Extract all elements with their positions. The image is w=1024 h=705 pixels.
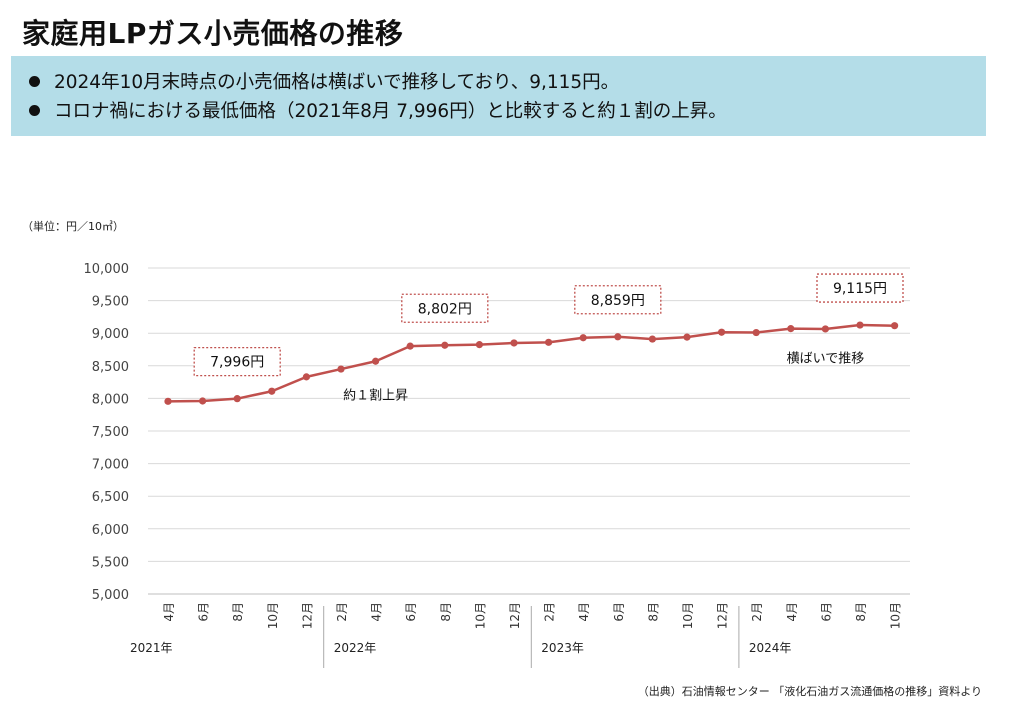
bullet-dot-icon — [29, 75, 40, 87]
x-tick-label: 2月 — [543, 602, 557, 622]
data-point — [268, 387, 276, 395]
data-point — [510, 339, 518, 347]
x-tick-label: 12月 — [300, 602, 314, 629]
data-point — [164, 397, 172, 405]
y-tick-label: 7,500 — [92, 425, 129, 440]
x-tick-label: 12月 — [716, 602, 730, 629]
summary-box: 2024年10月末時点の小売価格は横ばいで推移しており、9,115円。 コロナ禍… — [11, 56, 986, 136]
data-point — [302, 373, 310, 381]
data-point — [821, 325, 830, 333]
data-point — [648, 335, 657, 343]
x-tick-label: 8月 — [646, 602, 660, 622]
x-tick-label: 6月 — [404, 602, 418, 622]
y-tick-label: 9,500 — [92, 295, 129, 310]
x-tick-label: 6月 — [197, 602, 211, 622]
source-note: （出典）石油情報センター 「液化石油ガス流通価格の推移」資料より — [637, 685, 982, 698]
x-tick-label: 4月 — [370, 602, 384, 622]
year-label: 2021年 — [130, 641, 173, 655]
x-tick-label: 8月 — [231, 602, 245, 622]
x-tick-label: 8月 — [439, 602, 453, 622]
data-point — [891, 322, 899, 330]
data-point — [683, 333, 691, 341]
x-tick-label: 10月 — [889, 602, 903, 629]
y-tick-label: 5,500 — [92, 555, 129, 570]
data-point — [337, 365, 345, 373]
data-point — [614, 333, 622, 341]
y-tick-label: 9,000 — [92, 327, 129, 342]
y-tick-label: 8,000 — [92, 392, 129, 407]
summary-bullet-text: 2024年10月末時点の小売価格は横ばいで推移しており、9,115円。 — [54, 72, 620, 93]
x-tick-label: 2月 — [335, 602, 349, 622]
data-point — [406, 342, 414, 350]
bullet-dot-icon — [29, 104, 40, 116]
value-callout-label: 8,802円 — [418, 301, 472, 317]
value-callout-box — [193, 347, 281, 377]
data-point — [233, 395, 241, 403]
x-tick-label: 12月 — [508, 602, 522, 629]
value-callout-label: 7,996円 — [210, 355, 264, 371]
y-tick-label: 5,000 — [92, 588, 129, 603]
y-tick-label: 8,500 — [92, 360, 129, 375]
page-title: 家庭用LPガス小売価格の推移 — [22, 17, 404, 50]
year-label: 2024年 — [749, 641, 792, 655]
data-point — [752, 328, 760, 337]
x-tick-label: 8月 — [854, 602, 868, 622]
value-callout-box — [401, 293, 489, 323]
data-point — [545, 338, 553, 346]
value-callout-box — [574, 285, 662, 315]
x-tick-label: 2月 — [750, 602, 764, 622]
x-tick-label: 4月 — [577, 602, 591, 622]
chart-annotation: 約１割上昇 — [343, 388, 408, 404]
unit-label: （単位：円／10㎥） — [22, 219, 124, 233]
summary-bullet-text: コロナ禍における最低価格（2021年8月 7,996円）と比較すると約１割の上昇… — [54, 101, 727, 122]
x-tick-label: 4月 — [162, 602, 176, 622]
summary-bullet: 2024年10月末時点の小売価格は横ばいで推移しており、9,115円。 — [29, 68, 619, 94]
x-tick-label: 6月 — [612, 602, 626, 622]
data-point — [718, 328, 726, 336]
x-tick-label: 10月 — [266, 602, 280, 629]
summary-bullet: コロナ禍における最低価格（2021年8月 7,996円）と比較すると約１割の上昇… — [29, 97, 727, 123]
y-tick-label: 7,000 — [92, 458, 129, 473]
data-point — [199, 397, 207, 405]
x-tick-label: 6月 — [819, 602, 833, 622]
y-tick-label: 6,500 — [92, 490, 129, 505]
data-point — [579, 334, 587, 342]
series-line — [167, 323, 895, 403]
y-tick-label: 10,000 — [84, 262, 130, 277]
x-tick-label: 10月 — [473, 602, 487, 629]
data-point — [787, 325, 795, 333]
data-point — [856, 321, 864, 329]
year-label: 2023年 — [541, 641, 584, 655]
year-label: 2022年 — [334, 641, 377, 655]
data-point — [475, 341, 483, 349]
data-point — [441, 341, 449, 349]
x-tick-label: 10月 — [681, 602, 695, 629]
value-callout-label: 8,859円 — [591, 293, 645, 309]
chart-annotation: 横ばいで推移 — [787, 352, 865, 367]
x-tick-label: 4月 — [785, 602, 799, 622]
value-callout-box — [816, 273, 904, 303]
value-callout-label: 9,115円 — [833, 281, 887, 297]
data-point — [372, 357, 380, 365]
y-tick-label: 6,000 — [92, 523, 129, 538]
